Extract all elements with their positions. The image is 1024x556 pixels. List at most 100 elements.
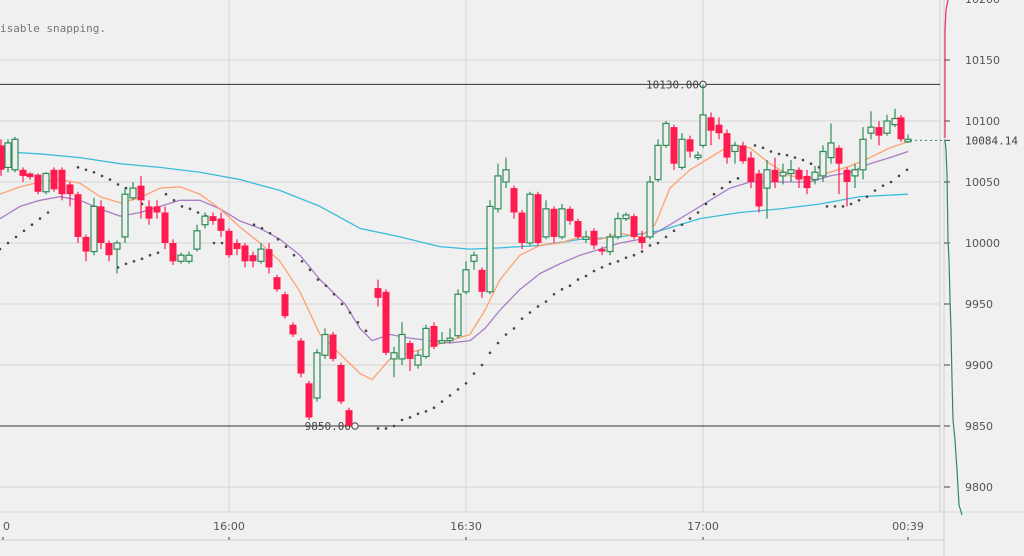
- candle-down: [374, 279, 382, 307]
- sar-dot: [568, 284, 572, 288]
- candle-down: [550, 206, 558, 243]
- candle-down: [26, 172, 34, 180]
- candle-body: [550, 208, 558, 237]
- candle-body: [406, 343, 414, 359]
- sar-dot: [488, 351, 492, 355]
- candle-body: [534, 194, 542, 243]
- time-axis[interactable]: 0 16:00 16:30 17:00 00:39: [2, 520, 924, 540]
- time-label: 16:30: [450, 520, 482, 533]
- candle-down: [225, 228, 233, 258]
- sar-dot: [260, 227, 264, 230]
- sar-dot: [640, 250, 644, 253]
- candle-up: [454, 289, 462, 339]
- sar-dot: [624, 256, 628, 259]
- candle-up: [582, 230, 590, 243]
- candle-body: [803, 175, 811, 189]
- sar-dot: [825, 205, 829, 208]
- candle-body: [622, 214, 630, 220]
- ema-slow-path: [0, 150, 909, 250]
- candle-body: [446, 337, 454, 342]
- candle-up: [129, 182, 137, 201]
- candle-down: [875, 121, 883, 146]
- candle-body: [747, 157, 755, 182]
- candle-body: [646, 181, 654, 238]
- candle-down: [574, 218, 582, 240]
- candle-down: [630, 213, 638, 240]
- sar-dot: [252, 223, 256, 226]
- price-axis[interactable]: 10200 10150 10100 10050 10000 9950 9900 9850 980…: [944, 0, 1018, 494]
- candle-down: [82, 234, 90, 262]
- sar-dot: [464, 382, 468, 385]
- candle-body: [225, 230, 233, 256]
- candle-body: [739, 145, 747, 162]
- sar-dot: [340, 302, 344, 306]
- candle-body: [265, 249, 273, 268]
- low-line-handle-icon[interactable]: [351, 422, 359, 430]
- candle-down: [161, 206, 169, 250]
- candle-up: [694, 151, 702, 161]
- candle-body: [771, 169, 779, 182]
- candle-down: [249, 251, 257, 268]
- candle-body: [390, 352, 398, 360]
- candle-down: [382, 289, 390, 356]
- candle-up: [390, 346, 398, 378]
- candle-up: [654, 139, 662, 182]
- sar-dot: [164, 192, 168, 196]
- candle-up: [201, 212, 209, 229]
- candle-body: [42, 172, 50, 193]
- candle-body: [321, 333, 329, 356]
- candle-down: [209, 212, 217, 225]
- candle-body: [462, 269, 470, 293]
- price-label: 10050: [965, 176, 1000, 189]
- candle-up: [4, 139, 12, 173]
- candle-body: [185, 254, 193, 262]
- sar-dot: [809, 162, 813, 165]
- candle-down: [19, 167, 27, 182]
- sar-dot: [364, 329, 368, 333]
- candle-body: [662, 122, 670, 147]
- sar-dot: [528, 311, 532, 314]
- candle-up: [177, 252, 185, 264]
- candle-body: [574, 221, 582, 237]
- candle-body: [875, 127, 883, 136]
- high-line-label: 10130.00: [646, 78, 699, 91]
- sar-dot: [448, 394, 452, 397]
- horizontal-lines[interactable]: 10130.00 9850.00: [0, 78, 940, 433]
- ema-slow-line: [0, 150, 909, 250]
- candle-up: [904, 134, 912, 143]
- sar-dot: [576, 278, 580, 281]
- candle-body: [153, 206, 161, 213]
- sar-dot: [84, 168, 88, 172]
- candle-down: [273, 274, 281, 292]
- sar-dot: [849, 202, 853, 206]
- sar-dot: [292, 253, 296, 257]
- time-label: 00:39: [892, 520, 924, 533]
- price-label: 10200: [965, 0, 1000, 6]
- sar-dot: [704, 202, 708, 206]
- candle-up: [486, 200, 494, 295]
- sar-dot: [672, 229, 676, 233]
- candle-body: [438, 340, 446, 344]
- candle-body: [454, 293, 462, 337]
- sar-dot: [841, 205, 845, 208]
- candle-body: [835, 147, 843, 164]
- candle-down: [670, 124, 678, 170]
- candle-body: [74, 194, 82, 237]
- candle-up: [193, 224, 201, 252]
- candle-body: [169, 243, 177, 262]
- candle-body: [281, 294, 289, 317]
- candle-up: [614, 212, 622, 240]
- sar-dot: [881, 184, 885, 187]
- sar-dot: [584, 274, 588, 278]
- candle-up: [494, 163, 502, 213]
- candle-body: [518, 212, 526, 243]
- sar-dot: [140, 257, 144, 261]
- low-line-label: 9850.00: [305, 420, 351, 433]
- candle-body: [66, 184, 74, 195]
- candle-up: [502, 157, 510, 189]
- candle-body: [414, 354, 422, 366]
- candle-body: [811, 171, 819, 181]
- candle-down: [329, 332, 337, 362]
- candle-up: [859, 127, 867, 180]
